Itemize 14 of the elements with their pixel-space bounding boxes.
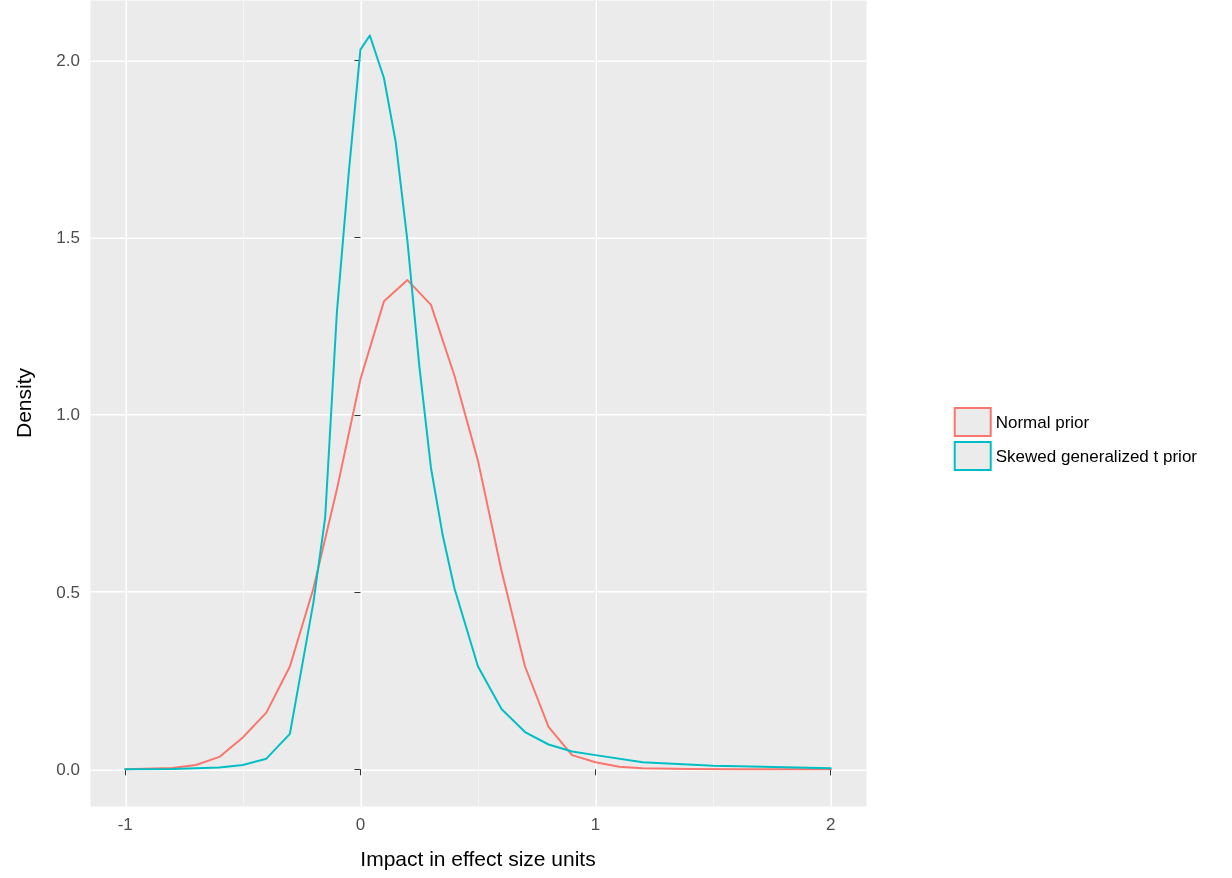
x-tick-label: 0 [355, 815, 366, 834]
x-tick-label: 1 [590, 815, 601, 834]
legend-label: Normal prior [995, 412, 1090, 432]
y-tick-label: 1.0 [56, 405, 80, 425]
x-tick-label: 2 [825, 815, 836, 834]
y-tick-label: 0.0 [56, 759, 80, 779]
x-axis-title: Impact in effect size units [360, 847, 596, 870]
y-axis-title: Density [12, 367, 35, 439]
line-series [124, 34, 832, 771]
y-tick-label: 0.5 [56, 582, 80, 602]
y-tick-label: 1.5 [56, 228, 80, 248]
x-tick-label: -1 [117, 815, 133, 834]
legend-label: Skewed generalized t prior [995, 446, 1198, 466]
y-tick-label: 2.0 [56, 50, 80, 70]
